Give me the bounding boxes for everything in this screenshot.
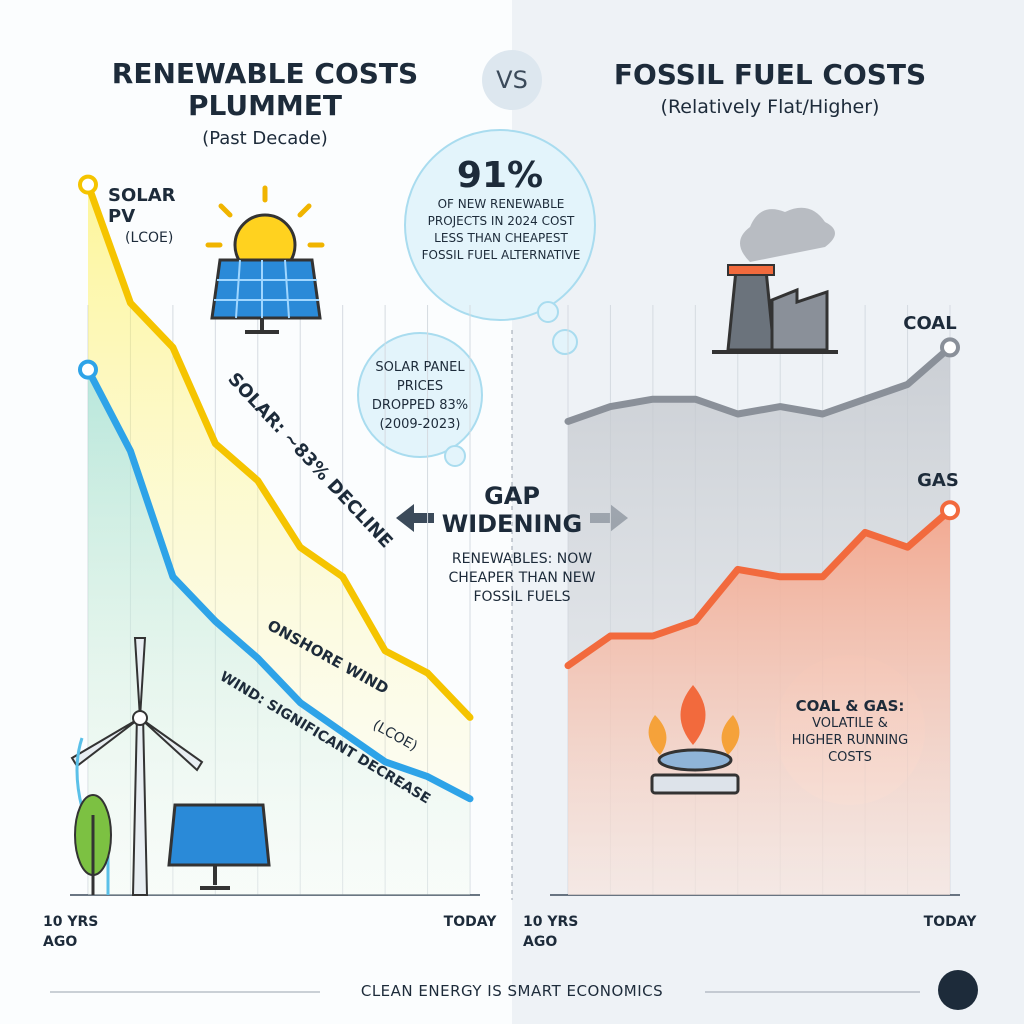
- line: [564, 343, 954, 425]
- point: [382, 647, 389, 654]
- point: [467, 795, 473, 802]
- point: [862, 529, 869, 536]
- series-label: SOLAR PV: [108, 185, 176, 227]
- gap-label: GAP WIDENING: [441, 482, 583, 538]
- vs-label: VS: [496, 66, 528, 94]
- point: [819, 573, 826, 580]
- area: [568, 510, 950, 895]
- point: [649, 633, 656, 639]
- point: [254, 477, 261, 484]
- line: [84, 181, 474, 721]
- footer: CLEAN ENERGY IS SMART ECONOMICS: [360, 982, 664, 1000]
- point: [940, 500, 960, 521]
- stat-text: OF NEW RENEWABLE PROJECTS IN 2024 COST L…: [421, 197, 581, 262]
- point: [424, 773, 431, 780]
- x-tick-label: 10 YRS AGO: [523, 914, 579, 950]
- point: [862, 396, 869, 403]
- point: [607, 403, 614, 410]
- point: [212, 440, 219, 447]
- point: [565, 418, 571, 425]
- point: [382, 758, 389, 765]
- point: [777, 403, 784, 410]
- turbine-icon: [70, 637, 271, 896]
- point: [78, 359, 98, 380]
- x-tick-label: TODAY: [923, 914, 977, 930]
- point: [777, 573, 784, 580]
- x-tick-label: 10 YRS AGO: [43, 914, 99, 950]
- chart-subtitle: (Past Decade): [202, 128, 328, 149]
- point: [940, 337, 960, 358]
- point: [127, 448, 134, 454]
- point: [339, 573, 346, 580]
- vs-badge: [482, 50, 542, 110]
- gap-text: RENEWABLES: NOW CHEAPER THAN NEW FOSSIL …: [448, 551, 596, 605]
- line: [84, 366, 474, 803]
- point: [734, 411, 741, 417]
- point: [904, 544, 911, 551]
- point: [169, 573, 176, 580]
- point: [649, 396, 656, 403]
- x-tick-label: TODAY: [443, 914, 497, 930]
- point: [339, 729, 346, 736]
- point: [607, 633, 614, 639]
- point: [78, 174, 98, 195]
- point: [169, 344, 176, 351]
- factory-icon: [712, 207, 838, 354]
- point: [565, 662, 571, 669]
- point: [692, 618, 699, 625]
- annotation: COAL & GAS:: [795, 697, 905, 715]
- annotation: VOLATILE & HIGHER RUNNING COSTS: [791, 716, 909, 765]
- series-label: GAS: [917, 470, 959, 491]
- point: [819, 411, 826, 417]
- point: [297, 699, 304, 706]
- point: [734, 566, 741, 573]
- series-label: COAL: [903, 313, 957, 334]
- chart-title: RENEWABLE COSTS PLUMMET: [111, 57, 419, 122]
- gas-flame-icon: [648, 685, 740, 795]
- chart-subtitle: (Relatively Flat/Higher): [660, 96, 880, 118]
- chart-title: FOSSIL FUEL COSTS: [613, 58, 927, 91]
- point: [904, 381, 911, 388]
- prices-bubble: [357, 332, 483, 458]
- point: [424, 670, 431, 676]
- area: [88, 369, 470, 896]
- point: [127, 300, 134, 306]
- sun-panel-icon: [205, 185, 325, 334]
- point: [254, 655, 261, 662]
- point: [467, 714, 473, 721]
- point: [692, 396, 699, 403]
- arrow-left: [396, 504, 434, 532]
- logo: [938, 970, 978, 1010]
- stat-bubble: [404, 129, 596, 321]
- line: [564, 506, 954, 670]
- prices-text: SOLAR PANEL PRICES DROPPED 83% (2009-202…: [371, 360, 469, 432]
- bubble-dot: [444, 445, 466, 467]
- point: [212, 618, 219, 625]
- stat-value: 91%: [456, 155, 544, 196]
- series-note: (LCOE): [125, 230, 174, 246]
- bubble-dot: [552, 329, 578, 355]
- bubble-dot: [537, 301, 559, 323]
- point: [297, 544, 304, 551]
